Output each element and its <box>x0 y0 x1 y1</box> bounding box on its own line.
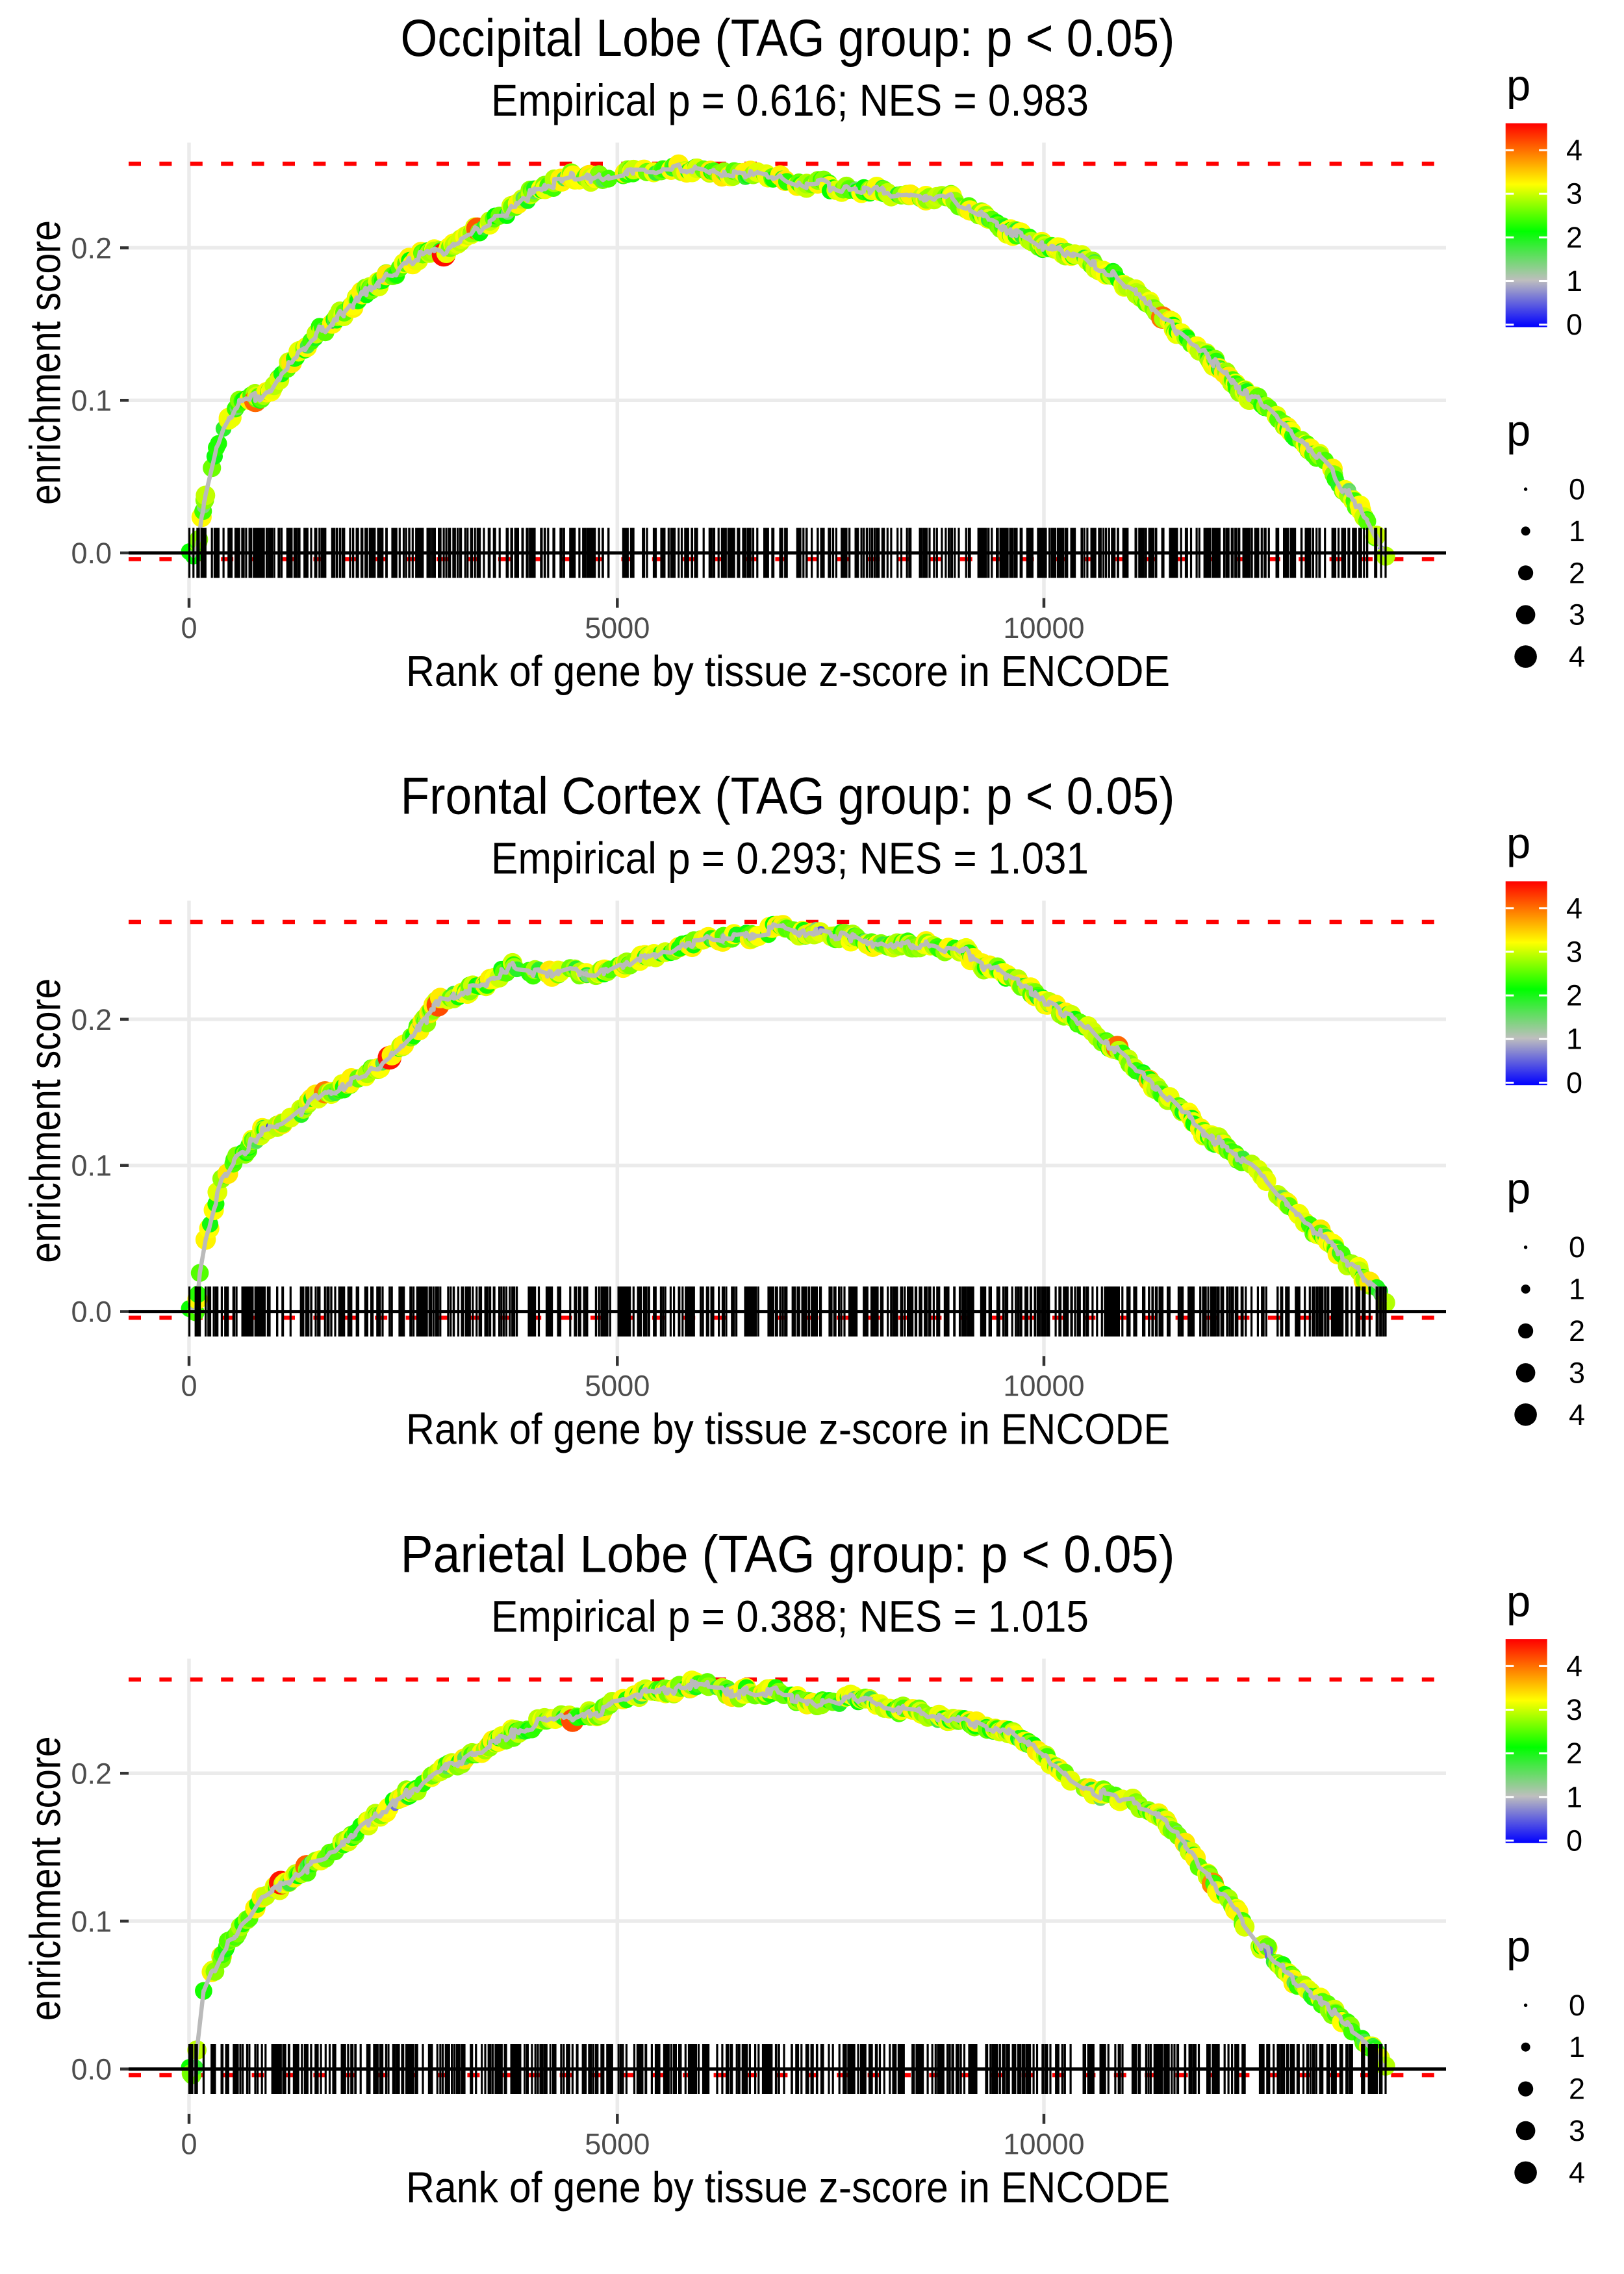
svg-text:4: 4 <box>1569 1398 1585 1431</box>
svg-text:Rank of gene by tissue z-score: Rank of gene by tissue z-score in ENCODE <box>406 1406 1170 1454</box>
svg-text:p: p <box>1506 1923 1530 1971</box>
svg-text:0.0: 0.0 <box>71 537 112 570</box>
svg-text:3: 3 <box>1569 1356 1585 1389</box>
svg-text:0.1: 0.1 <box>71 1149 112 1182</box>
svg-text:1: 1 <box>1566 1023 1582 1056</box>
svg-text:Rank of gene by tissue z-score: Rank of gene by tissue z-score in ENCODE <box>406 648 1170 696</box>
svg-text:0: 0 <box>1566 1066 1582 1099</box>
svg-text:1: 1 <box>1566 1780 1582 1813</box>
svg-text:4: 4 <box>1566 1650 1582 1683</box>
svg-text:5000: 5000 <box>585 1370 650 1403</box>
svg-text:1: 1 <box>1569 2030 1585 2063</box>
svg-text:0.0: 0.0 <box>71 2053 112 2086</box>
svg-text:2: 2 <box>1569 556 1585 589</box>
svg-text:4: 4 <box>1569 640 1585 673</box>
svg-text:3: 3 <box>1569 2114 1585 2147</box>
svg-text:p: p <box>1506 61 1530 110</box>
svg-text:0.0: 0.0 <box>71 1296 112 1329</box>
svg-text:0.1: 0.1 <box>71 1905 112 1938</box>
svg-text:Rank of gene by tissue z-score: Rank of gene by tissue z-score in ENCODE <box>406 2164 1170 2212</box>
svg-text:0: 0 <box>1566 1824 1582 1858</box>
svg-text:Frontal Cortex (TAG group: p <: Frontal Cortex (TAG group: p < 0.05) <box>401 767 1175 826</box>
svg-text:2: 2 <box>1566 979 1582 1012</box>
svg-text:Occipital Lobe (TAG group: p <: Occipital Lobe (TAG group: p < 0.05) <box>401 9 1175 68</box>
svg-text:2: 2 <box>1569 1314 1585 1348</box>
svg-text:0.1: 0.1 <box>71 384 112 417</box>
svg-text:enrichment score: enrichment score <box>21 220 70 505</box>
svg-text:0.2: 0.2 <box>71 231 112 264</box>
svg-text:4: 4 <box>1566 891 1582 925</box>
svg-text:4: 4 <box>1566 134 1582 167</box>
svg-text:2: 2 <box>1566 1737 1582 1770</box>
svg-text:0: 0 <box>181 611 197 645</box>
svg-text:2: 2 <box>1569 2073 1585 2106</box>
svg-text:0: 0 <box>1569 1989 1585 2022</box>
svg-text:enrichment score: enrichment score <box>21 1736 70 2021</box>
svg-text:5000: 5000 <box>585 611 650 645</box>
svg-text:0: 0 <box>1566 308 1582 341</box>
svg-text:10000: 10000 <box>1003 1370 1084 1403</box>
svg-text:10000: 10000 <box>1003 611 1084 645</box>
svg-text:4: 4 <box>1569 2156 1585 2189</box>
svg-text:10000: 10000 <box>1003 2127 1084 2160</box>
svg-text:p: p <box>1506 406 1530 455</box>
svg-text:Empirical p = 0.293; NES = 1.0: Empirical p = 0.293; NES = 1.031 <box>491 834 1089 884</box>
svg-text:0: 0 <box>1569 473 1585 506</box>
svg-text:3: 3 <box>1566 177 1582 211</box>
svg-text:Empirical p = 0.616; NES = 0.9: Empirical p = 0.616; NES = 0.983 <box>491 75 1089 125</box>
svg-text:1: 1 <box>1569 515 1585 548</box>
svg-text:Parietal Lobe (TAG group: p <: Parietal Lobe (TAG group: p < 0.05) <box>401 1525 1175 1583</box>
svg-text:0: 0 <box>181 2127 197 2160</box>
svg-text:3: 3 <box>1569 598 1585 632</box>
svg-text:5000: 5000 <box>585 2127 650 2160</box>
svg-text:1: 1 <box>1566 264 1582 298</box>
svg-text:0: 0 <box>181 1370 197 1403</box>
svg-text:p: p <box>1506 1164 1530 1213</box>
svg-text:0: 0 <box>1569 1231 1585 1264</box>
svg-text:Empirical p = 0.388; NES = 1.0: Empirical p = 0.388; NES = 1.015 <box>491 1591 1089 1641</box>
svg-text:3: 3 <box>1566 1693 1582 1726</box>
svg-text:enrichment score: enrichment score <box>21 978 70 1263</box>
svg-text:0.2: 0.2 <box>71 1003 112 1036</box>
svg-text:2: 2 <box>1566 221 1582 254</box>
svg-text:0.2: 0.2 <box>71 1757 112 1790</box>
svg-text:p: p <box>1506 819 1530 868</box>
svg-text:1: 1 <box>1569 1273 1585 1306</box>
svg-text:3: 3 <box>1566 935 1582 968</box>
svg-text:p: p <box>1506 1577 1530 1626</box>
